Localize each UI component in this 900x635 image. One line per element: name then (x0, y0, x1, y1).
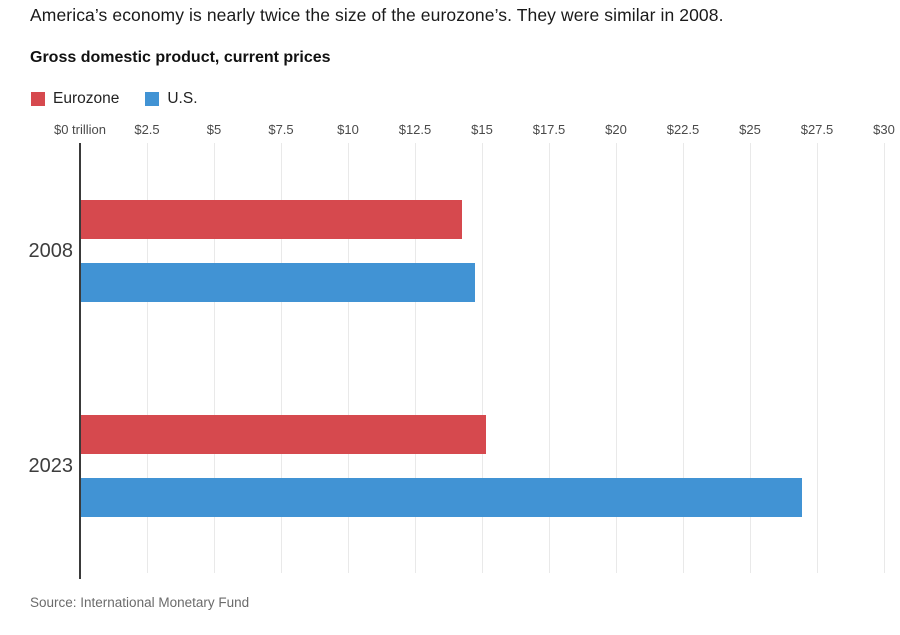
x-tick-label: $15 (471, 122, 493, 137)
gridline (549, 143, 550, 573)
gridline (348, 143, 349, 573)
gridline (616, 143, 617, 573)
bar-us-2023 (81, 478, 802, 517)
x-tick-label: $27.5 (800, 122, 834, 137)
legend-label-eurozone: Eurozone (53, 90, 120, 107)
bar-eurozone-2023 (81, 415, 486, 454)
source-note: Source: International Monetary Fund (30, 595, 250, 610)
gridline (415, 143, 416, 573)
x-tick-label: $22.5 (666, 122, 700, 137)
x-tick-label: $12.5 (398, 122, 432, 137)
gridline (147, 143, 148, 573)
gridline (281, 143, 282, 573)
gridline (482, 143, 483, 573)
x-tick-label: $0 trillion (53, 122, 107, 137)
category-label-2023: 2023 (28, 455, 74, 477)
legend-label-us: U.S. (167, 90, 198, 107)
x-tick-label: $25 (739, 122, 761, 137)
chart-legend: Eurozone U.S. (31, 90, 198, 108)
x-tick-label: $30 (873, 122, 895, 137)
gridline (214, 143, 215, 573)
y-axis-line (79, 143, 81, 579)
legend-item-eurozone: Eurozone (31, 90, 119, 108)
x-tick-label: $7.5 (268, 122, 294, 137)
gridline (683, 143, 684, 573)
category-label-2008: 2008 (28, 240, 74, 262)
gridline (817, 143, 818, 573)
bar-us-2008 (81, 263, 475, 302)
chart-subtitle: Gross domestic product, current prices (30, 49, 331, 66)
x-tick-label: $2.5 (134, 122, 160, 137)
x-tick-label: $20 (605, 122, 627, 137)
gridline (750, 143, 751, 573)
x-tick-label: $10 (337, 122, 359, 137)
plot-area: 2008 2023 (0, 143, 900, 579)
us-swatch-icon (145, 92, 160, 106)
x-tick-label: $5 (206, 122, 222, 137)
eurozone-swatch-icon (31, 92, 45, 106)
chart-headline: America’s economy is nearly twice the si… (30, 5, 724, 25)
gridline (884, 143, 885, 573)
x-tick-label: $17.5 (532, 122, 566, 137)
bar-eurozone-2008 (81, 200, 462, 239)
legend-item-us: U.S. (145, 90, 198, 108)
